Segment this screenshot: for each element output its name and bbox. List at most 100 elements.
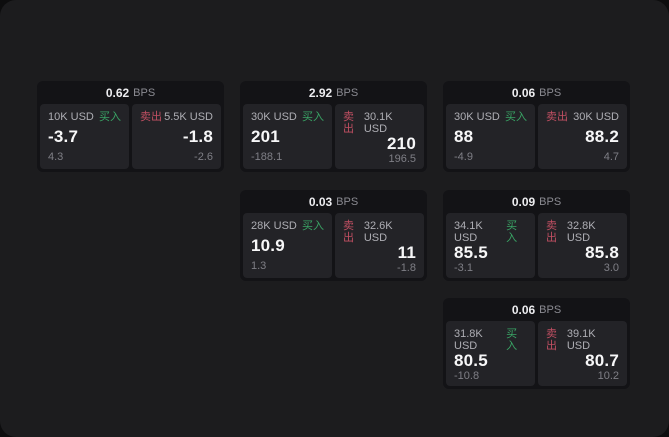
buy-tile[interactable]: 34.1K USD 买入 85.5 -3.1 <box>446 213 535 278</box>
buy-price: -3.7 <box>48 127 79 146</box>
buy-side-label: 买入 <box>302 220 324 232</box>
sell-sub-value: -1.8 <box>397 262 416 274</box>
sell-tile[interactable]: 卖出 32.6K USD 11 -1.8 <box>335 213 424 278</box>
sell-price: 11 <box>397 243 416 262</box>
sell-side-label: 卖出 <box>546 328 557 352</box>
spread-unit: BPS <box>336 195 359 208</box>
sell-size-label: 5.5K USD <box>164 111 213 123</box>
buy-tile[interactable]: 10K USD 买入 -3.7 4.3 <box>40 104 129 169</box>
sell-tile[interactable]: 卖出 32.8K USD 85.8 3.0 <box>538 213 627 278</box>
buy-price: 10.9 <box>251 236 285 255</box>
buy-side-label: 买入 <box>505 111 527 123</box>
quote-card: 0.06 BPS 30K USD 买入 88 -4.9 卖出 30K USD 8… <box>443 81 630 172</box>
buy-tile[interactable]: 31.8K USD 买入 80.5 -10.8 <box>446 321 535 386</box>
sell-price: -1.8 <box>182 127 213 146</box>
buy-tile[interactable]: 30K USD 买入 201 -188.1 <box>243 104 332 169</box>
sell-sub-value: 10.2 <box>597 370 619 382</box>
buy-size-label: 30K USD <box>251 111 297 123</box>
sell-price: 88.2 <box>585 127 619 146</box>
sell-tile[interactable]: 卖出 39.1K USD 80.7 10.2 <box>538 321 627 386</box>
buy-tile-header: 34.1K USD 买入 <box>454 220 527 244</box>
spread-value: 2.92 <box>308 85 333 100</box>
sell-tile[interactable]: 卖出 30.1K USD 210 196.5 <box>335 104 424 169</box>
buy-sub-value: -3.1 <box>454 262 473 274</box>
quote-card: 0.09 BPS 34.1K USD 买入 85.5 -3.1 卖出 32.8K… <box>443 190 630 281</box>
buy-tile-header: 31.8K USD 买入 <box>454 328 527 352</box>
spread-value: 0.09 <box>511 194 536 209</box>
sell-tile-header: 卖出 30K USD <box>546 111 619 123</box>
buy-tile-header: 30K USD 买入 <box>251 111 324 123</box>
buy-tile-header: 28K USD 买入 <box>251 220 324 232</box>
sell-size-label: 30K USD <box>573 111 619 123</box>
buy-tile-header: 10K USD 买入 <box>48 111 121 123</box>
buy-tile[interactable]: 30K USD 买入 88 -4.9 <box>446 104 535 169</box>
card-header: 0.62 BPS <box>40 81 221 104</box>
sell-sub-value: 4.7 <box>603 151 619 163</box>
spread-value: 0.06 <box>511 302 536 317</box>
buy-size-label: 34.1K USD <box>454 220 483 244</box>
spread-unit: BPS <box>539 303 562 316</box>
sell-tile-header: 卖出 5.5K USD <box>140 111 213 123</box>
buy-price: 80.5 <box>454 351 488 370</box>
sell-size-label: 30.1K USD <box>363 111 393 135</box>
sell-tile[interactable]: 卖出 5.5K USD -1.8 -2.6 <box>132 104 221 169</box>
quote-card: 2.92 BPS 30K USD 买入 201 -188.1 卖出 30.1K … <box>240 81 427 172</box>
quote-tiles: 30K USD 买入 88 -4.9 卖出 30K USD 88.2 4.7 <box>446 104 627 169</box>
spread-unit: BPS <box>539 86 562 99</box>
quote-tiles: 34.1K USD 买入 85.5 -3.1 卖出 32.8K USD 85.8… <box>446 213 627 278</box>
quote-card: 0.62 BPS 10K USD 买入 -3.7 4.3 卖出 5.5K USD… <box>37 81 224 172</box>
sell-size-label: 32.6K USD <box>363 220 393 244</box>
sell-sub-value: 3.0 <box>603 262 619 274</box>
spread-unit: BPS <box>133 86 156 99</box>
buy-side-label: 买入 <box>99 111 121 123</box>
buy-size-label: 28K USD <box>251 220 297 232</box>
sell-sub-value: -2.6 <box>194 151 213 163</box>
spread-value: 0.62 <box>105 85 130 100</box>
sell-size-label: 32.8K USD <box>566 220 596 244</box>
sell-side-label: 卖出 <box>140 111 162 123</box>
sell-tile-header: 卖出 39.1K USD <box>546 328 619 352</box>
buy-tile[interactable]: 28K USD 买入 10.9 1.3 <box>243 213 332 278</box>
buy-sub-value: -10.8 <box>454 370 480 382</box>
buy-sub-value: 4.3 <box>48 151 64 163</box>
sell-side-label: 卖出 <box>546 111 568 123</box>
spread-value: 0.06 <box>511 85 536 100</box>
buy-size-label: 10K USD <box>48 111 94 123</box>
spread-value: 0.03 <box>308 194 333 209</box>
buy-side-label: 买入 <box>302 111 324 123</box>
buy-sub-value: 1.3 <box>251 260 267 272</box>
sell-tile-header: 卖出 32.8K USD <box>546 220 619 244</box>
quote-tiles: 10K USD 买入 -3.7 4.3 卖出 5.5K USD -1.8 -2.… <box>40 104 221 169</box>
buy-sub-value: -4.9 <box>454 151 473 163</box>
quote-card: 0.03 BPS 28K USD 买入 10.9 1.3 卖出 32.6K US… <box>240 190 427 281</box>
sell-tile-header: 卖出 30.1K USD <box>343 111 416 135</box>
quote-card: 0.06 BPS 31.8K USD 买入 80.5 -10.8 卖出 39.1… <box>443 298 630 389</box>
buy-side-label: 买入 <box>506 220 518 244</box>
buy-price: 88 <box>454 127 474 146</box>
sell-price: 210 <box>387 134 416 153</box>
sell-side-label: 卖出 <box>546 220 557 244</box>
buy-side-label: 买入 <box>506 328 518 352</box>
card-header: 0.09 BPS <box>446 190 627 213</box>
buy-price: 201 <box>251 127 280 146</box>
sell-sub-value: 196.5 <box>388 153 416 165</box>
sell-side-label: 卖出 <box>343 220 354 244</box>
spread-unit: BPS <box>539 195 562 208</box>
sell-side-label: 卖出 <box>343 111 354 135</box>
quote-tiles: 30K USD 买入 201 -188.1 卖出 30.1K USD 210 1… <box>243 104 424 169</box>
quote-tiles: 31.8K USD 买入 80.5 -10.8 卖出 39.1K USD 80.… <box>446 321 627 386</box>
quote-tiles: 28K USD 买入 10.9 1.3 卖出 32.6K USD 11 -1.8 <box>243 213 424 278</box>
buy-tile-header: 30K USD 买入 <box>454 111 527 123</box>
card-header: 0.03 BPS <box>243 190 424 213</box>
sell-price: 85.8 <box>585 243 619 262</box>
buy-size-label: 30K USD <box>454 111 500 123</box>
buy-price: 85.5 <box>454 243 488 262</box>
buy-size-label: 31.8K USD <box>454 328 483 352</box>
sell-size-label: 39.1K USD <box>566 328 596 352</box>
sell-tile[interactable]: 卖出 30K USD 88.2 4.7 <box>538 104 627 169</box>
sell-tile-header: 卖出 32.6K USD <box>343 220 416 244</box>
buy-sub-value: -188.1 <box>251 151 283 163</box>
sell-price: 80.7 <box>585 351 619 370</box>
card-header: 2.92 BPS <box>243 81 424 104</box>
